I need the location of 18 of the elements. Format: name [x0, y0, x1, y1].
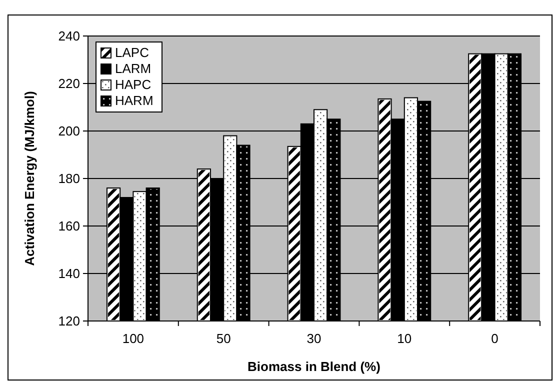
y-tick-label: 140 [58, 266, 80, 282]
legend-label: HARM [115, 93, 154, 108]
y-axis-title: Activation Energy (MJ/kmol) [22, 91, 37, 266]
x-tick-label: 30 [306, 331, 322, 346]
y-tick-label: 160 [58, 218, 80, 234]
y-tick-label: 120 [58, 314, 80, 329]
legend-label: HAPC [115, 77, 152, 92]
y-tick-label: 180 [58, 171, 80, 186]
y-tick-label: 220 [58, 76, 80, 92]
legend-label: LARM [115, 61, 152, 76]
x-tick-label: 10 [397, 331, 412, 346]
x-tick-label: 100 [122, 331, 144, 346]
x-tick-label: 50 [216, 331, 231, 346]
x-axis-title: Biomass in Blend (%) [248, 359, 380, 374]
y-tick-label: 200 [58, 124, 80, 139]
legend-label: LAPC [115, 45, 149, 60]
x-tick-label: 0 [491, 331, 498, 346]
y-tick-label: 240 [58, 28, 80, 44]
